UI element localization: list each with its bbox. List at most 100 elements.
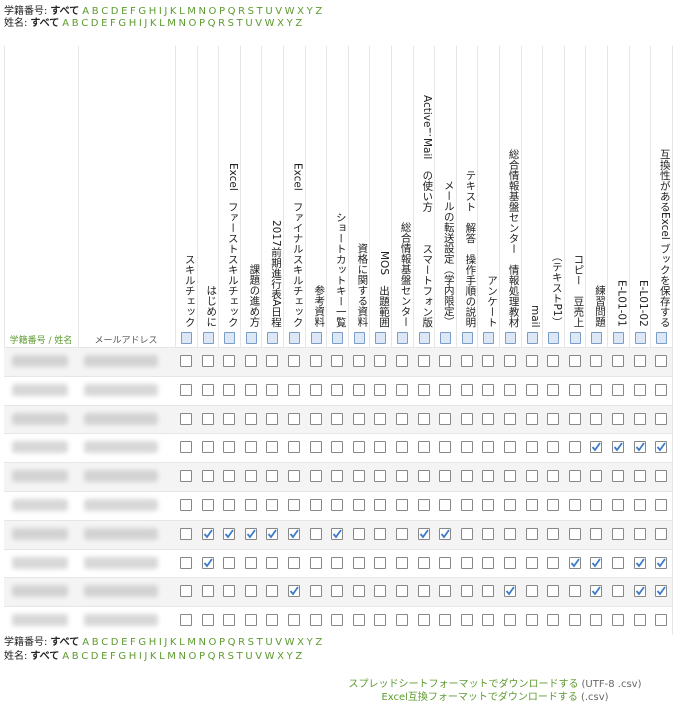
filter-letter[interactable]: B xyxy=(91,637,99,648)
filter-letter[interactable]: Z xyxy=(295,651,303,662)
activity-name[interactable]: 資格に関する資料 xyxy=(356,243,369,327)
activity-name[interactable]: ショートカットキー一覧 xyxy=(334,211,347,328)
download-link[interactable]: Excel互換フォーマットでダウンロードする xyxy=(381,692,578,703)
filter-letter[interactable]: B xyxy=(71,651,79,662)
filter-letter[interactable]: D xyxy=(110,637,119,648)
activity-name[interactable]: コピー 豆売上 xyxy=(572,253,585,328)
filter-letter[interactable]: F xyxy=(109,651,116,662)
filter-letter[interactable]: F xyxy=(109,18,116,29)
filter-letter[interactable]: V xyxy=(275,6,283,17)
filter-letter[interactable]: I xyxy=(138,18,142,29)
activity-name[interactable]: 2017前期進行表A日程 xyxy=(269,219,282,327)
header-id-name[interactable]: 学籍番号 / 姓名 xyxy=(9,336,73,346)
filter-letter[interactable]: G xyxy=(118,18,127,29)
filter-letter[interactable]: E xyxy=(101,651,108,662)
filter-letter[interactable]: Q xyxy=(207,651,216,662)
filter-letter[interactable]: U xyxy=(265,637,273,648)
filter-letter[interactable]: W xyxy=(284,637,295,648)
filter-letter[interactable]: E xyxy=(121,637,128,648)
activity-name[interactable]: テキスト 解答 操作手順の説明 xyxy=(464,169,477,328)
filter-letter[interactable]: K xyxy=(169,6,177,17)
filter-letter[interactable]: O xyxy=(188,651,197,662)
filter-letter[interactable]: O xyxy=(208,6,217,17)
filter-letter[interactable]: H xyxy=(148,6,157,17)
filter-letter[interactable]: K xyxy=(149,18,157,29)
activity-name[interactable]: E-L01-02 xyxy=(637,280,650,327)
filter-letter[interactable]: C xyxy=(81,18,89,29)
filter-letter[interactable]: L xyxy=(179,6,185,17)
activity-name[interactable]: Excel ファーストスキルチェック xyxy=(226,162,239,327)
filter-letter[interactable]: C xyxy=(81,651,89,662)
filter-letter[interactable]: A xyxy=(62,18,70,29)
filter-letter[interactable]: D xyxy=(90,18,99,29)
filter-letter[interactable]: U xyxy=(245,651,253,662)
filter-letter[interactable]: H xyxy=(128,651,137,662)
filter-letter[interactable]: W xyxy=(284,6,295,17)
filter-letter[interactable]: N xyxy=(198,637,206,648)
filter-letter[interactable]: M xyxy=(187,6,196,17)
filter-letter[interactable]: F xyxy=(129,6,136,17)
filter-letter[interactable]: O xyxy=(208,637,217,648)
filter-letter[interactable]: Y xyxy=(286,651,293,662)
filter-letter[interactable]: G xyxy=(138,637,147,648)
filter-letter[interactable]: R xyxy=(218,18,226,29)
filter-letter[interactable]: P xyxy=(219,6,226,17)
filter-letter[interactable]: T xyxy=(236,18,243,29)
filter-letter[interactable]: K xyxy=(149,651,157,662)
filter-letter[interactable]: V xyxy=(255,651,263,662)
filter-letter[interactable]: X xyxy=(297,637,305,648)
filter-letter[interactable]: A xyxy=(82,637,90,648)
filter-all[interactable]: すべて xyxy=(30,651,60,662)
filter-letter[interactable]: Y xyxy=(306,637,313,648)
filter-letter[interactable]: H xyxy=(148,637,157,648)
activity-name[interactable]: E-L01-01 xyxy=(615,280,628,327)
filter-letter[interactable]: C xyxy=(101,6,109,17)
filter-letter[interactable]: Z xyxy=(295,18,303,29)
filter-letter[interactable]: S xyxy=(227,651,235,662)
activity-name[interactable]: 総合情報基盤センター xyxy=(399,222,412,327)
filter-all[interactable]: すべて xyxy=(50,6,80,17)
filter-letter[interactable]: K xyxy=(169,637,177,648)
filter-letter[interactable]: B xyxy=(91,6,99,17)
filter-letter[interactable]: S xyxy=(247,637,255,648)
activity-name[interactable]: 総合情報基盤センター 情報処理教材 xyxy=(507,148,520,328)
activity-name[interactable]: mail xyxy=(529,304,542,328)
filter-letter[interactable]: G xyxy=(118,651,127,662)
activity-name[interactable]: Excel ファイナルスキルチェック xyxy=(291,162,304,327)
filter-letter[interactable]: B xyxy=(71,18,79,29)
activity-name[interactable]: はじめに xyxy=(205,285,218,327)
activity-name[interactable]: 課題の進め方 xyxy=(248,264,261,327)
filter-letter[interactable]: O xyxy=(188,18,197,29)
filter-letter[interactable]: D xyxy=(110,6,119,17)
activity-name[interactable]: スキルチェック xyxy=(183,253,196,328)
filter-letter[interactable]: J xyxy=(144,651,148,662)
activity-name[interactable]: （テキストP1） xyxy=(550,250,563,327)
download-link[interactable]: スプレッドシートフォーマットでダウンロードする xyxy=(348,679,579,690)
filter-letter[interactable]: A xyxy=(82,6,90,17)
filter-letter[interactable]: Q xyxy=(227,637,236,648)
filter-letter[interactable]: R xyxy=(238,637,246,648)
filter-all[interactable]: すべて xyxy=(30,18,60,29)
filter-letter[interactable]: P xyxy=(199,651,206,662)
activity-name[interactable]: Active！Mail の使い方 スマートフォン版 xyxy=(421,94,434,327)
filter-letter[interactable]: M xyxy=(167,651,176,662)
filter-letter[interactable]: A xyxy=(62,651,70,662)
filter-letter[interactable]: I xyxy=(138,651,142,662)
filter-letter[interactable]: N xyxy=(198,6,206,17)
filter-letter[interactable]: G xyxy=(138,6,147,17)
filter-letter[interactable]: U xyxy=(245,18,253,29)
filter-letter[interactable]: T xyxy=(256,637,263,648)
filter-letter[interactable]: Z xyxy=(315,6,323,17)
filter-letter[interactable]: P xyxy=(219,637,226,648)
filter-letter[interactable]: M xyxy=(167,18,176,29)
activity-name[interactable]: メールの転送設定（学内限定） xyxy=(442,180,455,327)
filter-letter[interactable]: M xyxy=(187,637,196,648)
header-email[interactable]: メールアドレス xyxy=(94,336,158,346)
filter-letter[interactable]: F xyxy=(129,637,136,648)
activity-name[interactable]: 互換性があるExcel ブックを保存する xyxy=(658,148,671,327)
filter-letter[interactable]: X xyxy=(297,6,305,17)
filter-letter[interactable]: X xyxy=(277,18,285,29)
filter-letter[interactable]: U xyxy=(265,6,273,17)
filter-letter[interactable]: N xyxy=(178,18,186,29)
filter-letter[interactable]: Q xyxy=(207,18,216,29)
